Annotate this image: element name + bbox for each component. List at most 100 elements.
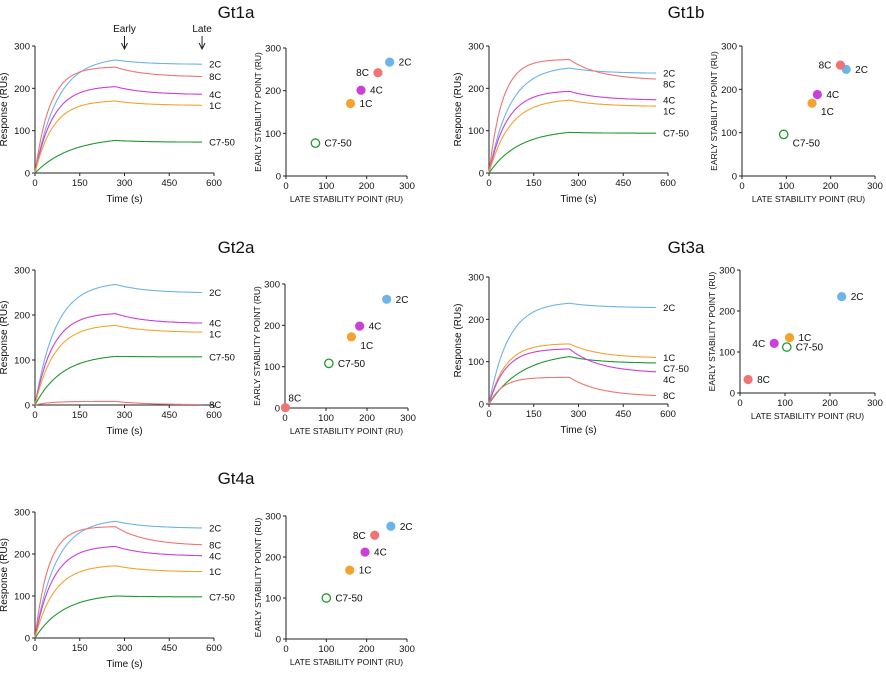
panel-gt3a-sensorgram-x-axis-title: Time (s): [560, 425, 596, 436]
panel-gt2a-stability-plot: 0 100 200 300 0 100 200 300 LATE STABILITY POINT…: [252, 280, 416, 437]
panel-gt1b-sensorgram-y-tick-label-0: 0: [479, 169, 484, 180]
panel-gt4a-sensorgram-series-line-8C: [34, 526, 203, 639]
panel-gt1a-sensorgram-y-tick-label-1: 100: [14, 126, 30, 137]
panel-gt3a-sensorgram-x-tick-label-3: 450: [615, 409, 631, 420]
panel-gt1a: Gt1a 0 150 300 450 600 0 100 200 300 Time (s) Respo…: [0, 3, 415, 205]
panel-gt2a-stability-point-label-2C: 2C: [396, 295, 409, 306]
panel-gt4a-sensorgram-y-tick-label-1: 100: [14, 592, 30, 603]
panel-gt1a-title: Gt1a: [218, 3, 255, 22]
panel-gt2a-sensorgram-series-line-C7-50: [34, 355, 203, 406]
panel-gt2a-stability-point-C7-50: [324, 358, 334, 369]
panel-gt3a-sensorgram-series-label-C7-50: C7-50: [663, 364, 689, 375]
panel-gt4a-stability-point-4C: [360, 547, 370, 557]
panel-gt1b-stability-x-tick-label-1: 100: [778, 181, 794, 192]
panel-gt1b-sensorgram-series-line-4C: [488, 90, 657, 174]
panel-gt1b-sensorgram-x-tick-label-0: 0: [486, 178, 491, 189]
panel-gt2a-stability-x-axis-title: LATE STABILITY POINT (RU): [290, 426, 403, 436]
panel-gt3a-sensorgram: 0 150 300 450 600 0 100 200 300 Time (s) Response …: [453, 273, 689, 437]
panel-gt2a-sensorgram-series-label-4C: 4C: [209, 319, 221, 330]
panel-gt2a-sensorgram-y-tick-label-0: 0: [25, 401, 30, 412]
panel-gt4a-sensorgram-series-label-8C: 8C: [209, 540, 221, 551]
panel-gt1b-sensorgram-series-line-1C: [488, 99, 657, 174]
panel-gt1a-sensorgram-x-tick-label-1: 150: [72, 178, 88, 189]
panel-gt1b-sensorgram-x-axis-title: Time (s): [560, 194, 596, 205]
panel-gt1a-sensorgram-series-line-1C: [34, 100, 203, 174]
panel-gt2a-sensorgram-x-axis-title: Time (s): [106, 426, 142, 437]
panel-gt2a-sensorgram-series-label-8C: 8C: [209, 400, 221, 411]
panel-gt1a-sensorgram-x-tick-label-4: 600: [206, 178, 222, 189]
panel-gt1a-stability-plot: 0 100 200 300 0 100 200 300 LATE STABILITY POINT…: [253, 44, 415, 205]
panel-gt1a-sensorgram-annotation-1: Late: [192, 24, 212, 35]
panel-gt2a-stability-point-label-C7-50: C7-50: [338, 359, 366, 370]
panel-gt3a-sensorgram-series-label-2C: 2C: [663, 303, 675, 314]
panel-gt4a-stability-y-tick-label-0: 0: [276, 635, 281, 646]
panel-gt3a-stability-point-label-1C: 1C: [799, 333, 812, 344]
panel-gt1a-sensorgram-annotation-arrow-head-1: [198, 42, 206, 51]
panel-gt1b-stability-y-tick-label-1: 100: [721, 128, 737, 139]
panel-gt1b-stability-point-4C: [812, 89, 822, 100]
panel-gt1a-sensorgram-series-label-4C: 4C: [209, 90, 221, 101]
panel-gt4a-stability-point-1C: [345, 565, 355, 575]
panel-gt4a-sensorgram-y-tick-label-3: 300: [14, 508, 30, 519]
panel-gt1a-stability-x-axis-title: LATE STABILITY POINT (RU): [290, 194, 403, 204]
panel-gt1b-title: Gt1b: [668, 3, 705, 22]
panel-gt1a-sensorgram: 0 150 300 450 600 0 100 200 300 Time (s) Response …: [0, 24, 235, 205]
panel-gt1a-stability-point-1C: [345, 98, 356, 109]
panel-gt1b-sensorgram-series-line-C7-50: [488, 131, 657, 174]
panel-gt1a-sensorgram-annotation-arrow-head-0: [121, 42, 128, 51]
panel-gt1b-stability-y-tick-label-2: 200: [721, 85, 737, 96]
panel-gt3a-sensorgram-y-tick-label-2: 200: [468, 315, 484, 326]
panel-gt1a-sensorgram-y-axis-title: Response (RUs): [0, 73, 10, 147]
panel-gt3a-stability-point-4C: [769, 338, 779, 348]
panel-gt1a-sensorgram-x-tick-label-0: 0: [32, 178, 37, 189]
panel-gt1b-sensorgram-y-tick-label-3: 300: [468, 42, 484, 53]
panel-gt1a-sensorgram-series-line-C7-50: [34, 139, 203, 174]
panel-gt3a-stability-point-label-2C: 2C: [851, 292, 864, 303]
panel-gt3a-stability-point-2C: [837, 292, 847, 302]
panel-gt3a-stability-y-tick-label-1: 100: [719, 348, 735, 359]
panel-gt2a-stability-point-1C: [346, 332, 357, 342]
panel-gt3a-stability-y-tick-label-2: 200: [719, 307, 735, 318]
panel-gt4a-sensorgram-x-axis-title: Time (s): [106, 659, 142, 670]
panel-gt4a-sensorgram-y-axis-title: Response (RUs): [0, 538, 10, 612]
panel-gt1a-stability-point-label-2C: 2C: [399, 58, 412, 69]
panel-gt1b-sensorgram-x-tick-label-4: 600: [660, 178, 676, 189]
panel-gt2a-sensorgram-series-label-2C: 2C: [209, 288, 221, 299]
panel-gt1b-stability-x-tick-label-2: 200: [823, 181, 839, 192]
panel-gt3a-sensorgram-y-tick-label-3: 300: [468, 273, 484, 284]
panel-gt2a-sensorgram-x-tick-label-2: 300: [117, 410, 133, 421]
panel-gt1b-stability-x-tick-label-0: 0: [739, 181, 744, 192]
panel-gt4a-sensorgram-x-tick-label-3: 450: [161, 643, 177, 654]
panel-gt1b-stability-y-axis-title: EARLY STABILITY POINT (RU): [709, 51, 719, 171]
panel-gt3a: Gt3a 0 150 300 450 600 0 100 200 300 Time (s) Respo…: [453, 238, 883, 436]
panel-gt4a-title: Gt4a: [218, 469, 255, 488]
panel-gt2a-sensorgram-series-line-4C: [34, 313, 203, 406]
panel-gt1a-stability-y-tick-label-3: 300: [265, 44, 281, 55]
panel-gt1a-sensorgram-series-line-4C: [34, 86, 203, 174]
panel-gt1b-sensorgram-series-line-2C: [488, 67, 657, 174]
panel-gt4a-sensorgram-series-label-C7-50: C7-50: [209, 592, 235, 603]
panel-gt1b-stability-x-tick-label-3: 300: [867, 181, 883, 192]
panel-gt2a-stability-y-axis-title: EARLY STABILITY POINT (RU): [252, 286, 262, 406]
panel-gt2a-stability-x-tick-label-3: 300: [400, 413, 416, 424]
panel-gt2a-sensorgram: 0 150 300 450 600 0 100 200 300 Time (s) Response …: [0, 266, 235, 438]
panel-gt1a-stability-x-tick-label-3: 300: [399, 181, 415, 192]
panel-gt4a-sensorgram-series-label-1C: 1C: [209, 567, 221, 578]
panel-gt4a-stability-point-8C: [370, 530, 380, 540]
panel-gt3a-sensorgram-series-label-1C: 1C: [663, 353, 675, 364]
panel-gt2a-stability-y-tick-label-2: 200: [264, 321, 280, 332]
panel-gt4a-stability-point-label-8C: 8C: [353, 531, 366, 542]
panel-gt1a-sensorgram-series-label-2C: 2C: [209, 60, 221, 71]
panel-gt1b-sensorgram-series-label-C7-50: C7-50: [663, 129, 689, 140]
panel-gt4a-sensorgram-series-line-C7-50: [34, 595, 203, 639]
panel-gt1a-stability-point-4C: [356, 85, 366, 95]
panel-gt3a-sensorgram-series-line-1C: [488, 343, 657, 405]
panel-gt1b-sensorgram-y-tick-label-2: 200: [468, 84, 484, 95]
panel-gt4a-stability-point-label-1C: 1C: [359, 566, 372, 577]
panel-gt1b-sensorgram-series-label-2C: 2C: [663, 69, 675, 80]
panel-gt3a-stability-point-label-C7-50: C7-50: [796, 343, 824, 354]
panel-gt1b-stability-y-tick-label-0: 0: [732, 172, 737, 183]
panel-gt2a-stability-y-tick-label-1: 100: [264, 362, 280, 373]
panel-gt4a-stability-point-label-2C: 2C: [400, 522, 413, 533]
